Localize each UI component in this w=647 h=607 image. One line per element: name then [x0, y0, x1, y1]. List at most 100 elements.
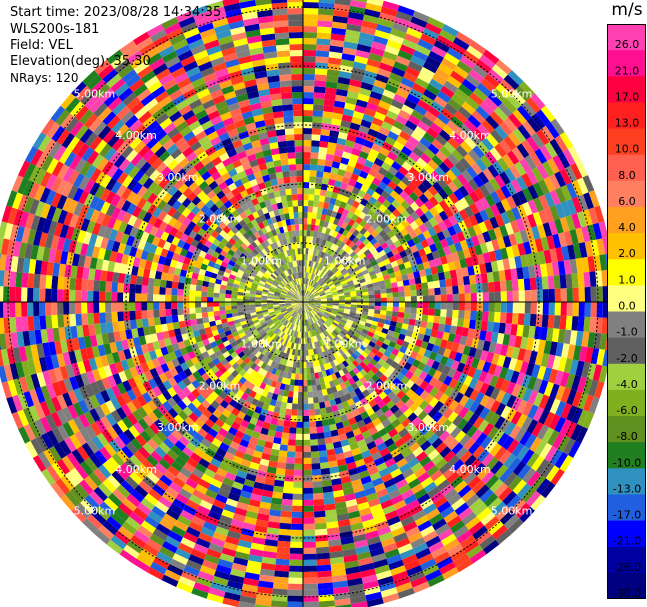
velocity-bin — [548, 368, 558, 384]
velocity-bin — [565, 165, 578, 183]
velocity-bin — [519, 229, 529, 243]
velocity-bin — [119, 330, 127, 341]
velocity-bin — [3, 317, 11, 334]
velocity-bin — [284, 384, 290, 391]
velocity-bin — [582, 378, 593, 395]
velocity-bin — [378, 100, 391, 111]
velocity-bin — [201, 291, 208, 297]
velocity-bin — [522, 201, 533, 216]
velocity-bin — [42, 370, 52, 386]
velocity-bin — [257, 353, 265, 361]
velocity-bin — [219, 366, 228, 375]
velocity-bin — [312, 116, 323, 123]
velocity-bin — [166, 344, 175, 354]
velocity-bin — [398, 333, 406, 341]
velocity-bin — [221, 322, 229, 328]
velocity-bin — [447, 225, 457, 237]
velocity-bin — [320, 305, 327, 309]
velocity-bin — [303, 299, 309, 302]
velocity-bin — [291, 302, 298, 305]
velocity-bin — [415, 313, 423, 321]
velocity-bin — [369, 237, 378, 246]
velocity-bin — [15, 271, 23, 288]
velocity-bin — [334, 94, 347, 103]
velocity-bin — [224, 471, 237, 482]
velocity-bin — [502, 153, 515, 168]
velocity-bin — [267, 294, 274, 298]
velocity-bin — [321, 479, 333, 487]
velocity-bin — [494, 143, 507, 158]
velocity-bin — [318, 201, 325, 209]
velocity-bin — [559, 371, 570, 388]
velocity-bin — [272, 318, 279, 324]
velocity-bin — [402, 468, 415, 479]
velocity-bin — [264, 326, 271, 333]
velocity-bin — [504, 269, 512, 281]
velocity-bin — [291, 317, 295, 324]
velocity-bin — [237, 302, 244, 306]
velocity-bin — [422, 364, 432, 374]
velocity-bin — [578, 346, 588, 362]
velocity-bin — [363, 325, 371, 332]
velocity-bin — [215, 564, 232, 575]
velocity-bin — [469, 92, 484, 106]
velocity-bin — [189, 302, 196, 308]
velocity-bin — [292, 361, 297, 368]
velocity-bin — [299, 331, 302, 338]
velocity-bin — [310, 248, 315, 255]
velocity-bin — [241, 484, 254, 494]
velocity-bin — [66, 452, 80, 468]
velocity-bin — [97, 247, 106, 260]
velocity-bin — [367, 312, 375, 317]
velocity-bin — [550, 468, 565, 486]
velocity-bin — [409, 402, 419, 413]
velocity-bin — [391, 248, 400, 256]
velocity-bin — [484, 516, 500, 531]
velocity-bin — [479, 407, 491, 420]
velocity-bin — [275, 310, 282, 315]
velocity-bin — [74, 431, 87, 446]
velocity-bin — [326, 303, 333, 306]
velocity-bin — [69, 289, 76, 302]
velocity-bin — [142, 414, 154, 427]
velocity-bin — [511, 206, 522, 221]
velocity-bin — [217, 328, 225, 335]
velocity-bin — [371, 85, 385, 95]
velocity-bin — [325, 515, 338, 523]
velocity-bin — [511, 442, 525, 458]
velocity-bin — [303, 349, 306, 356]
velocity-bin — [319, 333, 324, 340]
velocity-bin — [322, 344, 328, 352]
velocity-bin — [451, 132, 465, 145]
velocity-bin — [398, 483, 411, 495]
velocity-bin — [200, 526, 215, 538]
velocity-bin — [494, 174, 506, 188]
velocity-bin — [526, 471, 541, 487]
velocity-bin — [320, 325, 326, 332]
velocity-bin — [413, 270, 421, 279]
velocity-bin — [314, 262, 319, 269]
velocity-bin — [303, 595, 319, 602]
velocity-bin — [300, 313, 302, 320]
velocity-bin — [388, 325, 396, 332]
velocity-bin — [48, 341, 57, 356]
velocity-bin — [218, 413, 228, 423]
velocity-bin — [292, 505, 303, 512]
velocity-bin — [304, 260, 308, 267]
velocity-bin — [303, 218, 308, 225]
velocity-bin — [317, 582, 334, 590]
velocity-bin — [339, 234, 346, 242]
velocity-bin — [378, 413, 388, 423]
velocity-bin — [275, 350, 281, 357]
velocity-bin — [306, 266, 309, 273]
velocity-bin — [534, 264, 542, 278]
velocity-bin — [186, 392, 196, 403]
velocity-bin — [410, 130, 423, 142]
velocity-bin — [430, 329, 438, 338]
velocity-bin — [254, 392, 262, 401]
velocity-bin — [333, 218, 340, 226]
velocity-bin — [334, 100, 346, 109]
velocity-bin — [451, 93, 466, 107]
velocity-bin — [349, 346, 357, 353]
velocity-bin — [358, 150, 369, 160]
